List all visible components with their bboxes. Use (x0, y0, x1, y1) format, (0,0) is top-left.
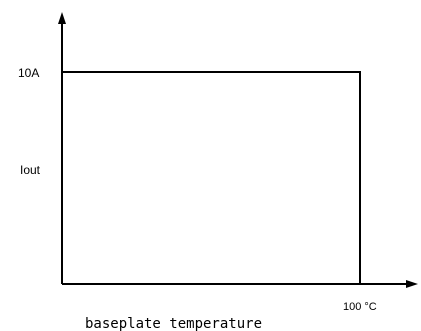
x-axis-label: baseplate temperature (85, 316, 262, 331)
x-tick-label: 100 °C (343, 301, 377, 313)
axes (58, 12, 418, 288)
series-layer (62, 71, 361, 284)
y-axis-arrowhead (58, 12, 66, 24)
derating-curve (62, 71, 361, 284)
y-tick-label: 10A (18, 66, 39, 80)
y-axis-label: Iout (20, 163, 41, 177)
x-axis-arrowhead (406, 280, 418, 288)
